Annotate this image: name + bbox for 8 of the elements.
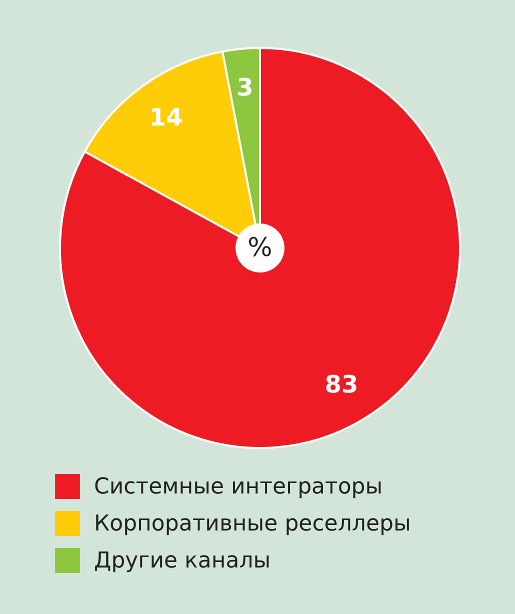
legend-label: Системные интеграторы: [94, 474, 383, 500]
legend-label: Корпоративные реселлеры: [94, 512, 411, 536]
data-label: 3: [236, 74, 254, 102]
data-label: 83: [324, 370, 358, 399]
data-label: 14: [149, 104, 183, 132]
text: %: [248, 233, 272, 263]
legend-label: Другие каналы: [94, 548, 271, 574]
pie-slice: [59, 47, 461, 449]
